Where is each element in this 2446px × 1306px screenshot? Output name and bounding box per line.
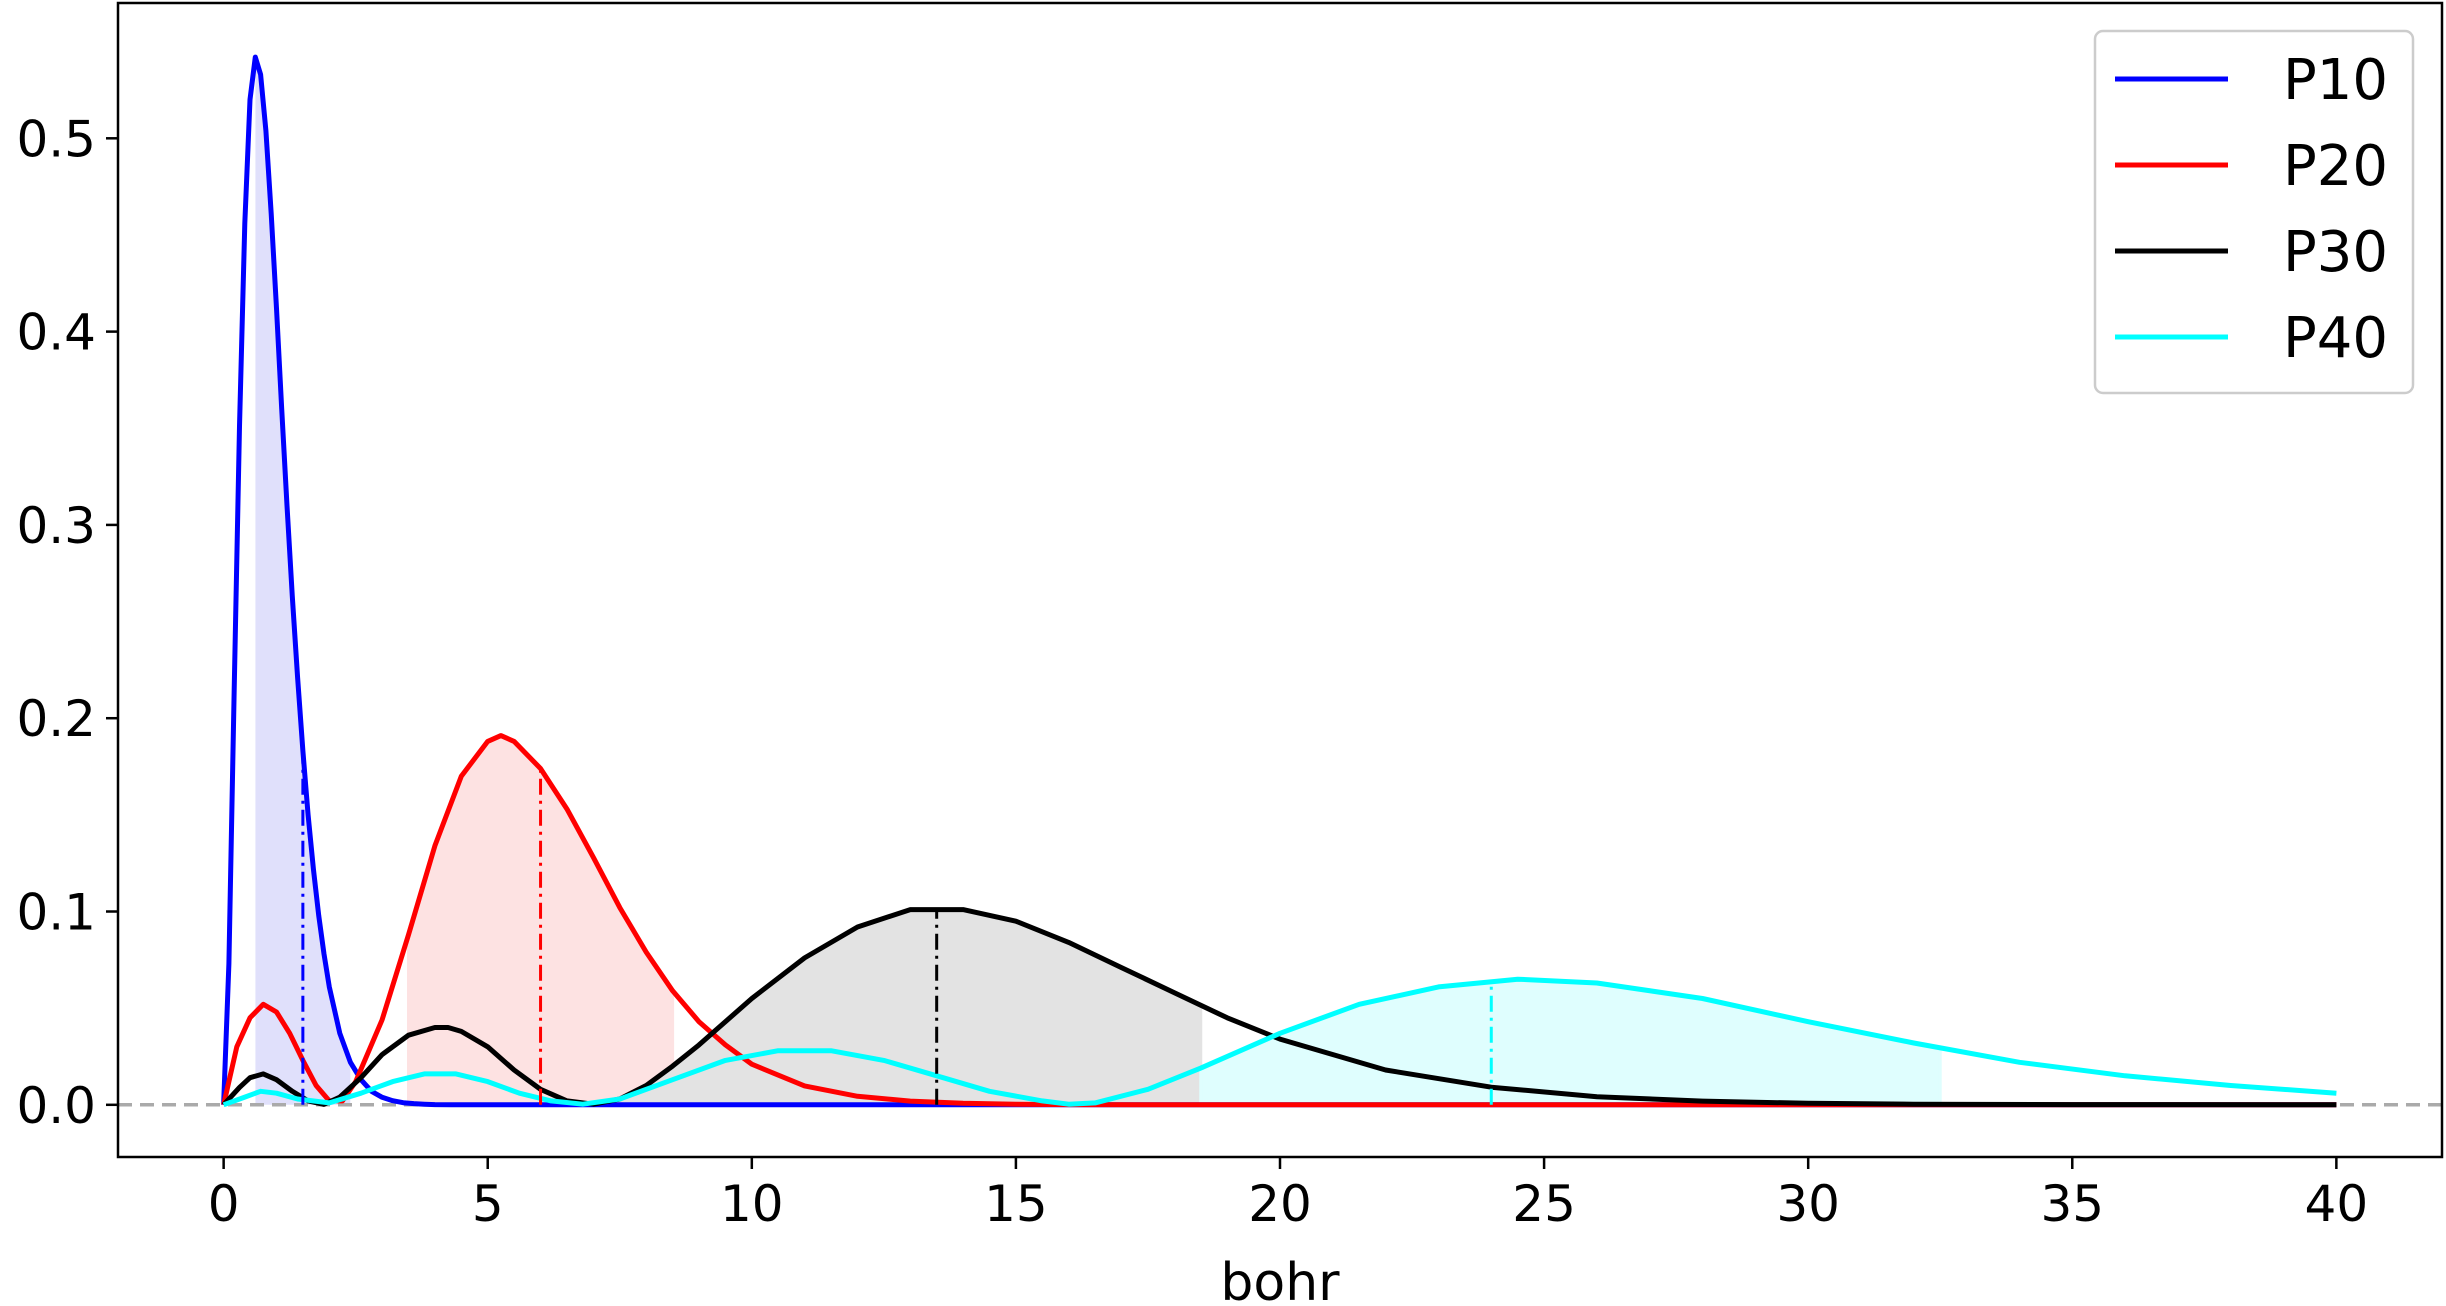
y-tick-label-0: 0.0 bbox=[16, 1077, 96, 1135]
x-tick-label-40: 40 bbox=[2305, 1175, 2369, 1233]
shaded-region-p20 bbox=[408, 735, 673, 1105]
legend: P10 P20 P30 P40 bbox=[2093, 29, 2415, 395]
y-tick-label-0.1: 0.1 bbox=[16, 884, 96, 942]
series-line-p10 bbox=[221, 54, 2337, 1108]
x-tick-label-10: 10 bbox=[720, 1175, 784, 1233]
mean-markers bbox=[301, 751, 1493, 1105]
legend-label-p30: P30 bbox=[2283, 220, 2388, 285]
legend-label-p20: P20 bbox=[2283, 134, 2388, 199]
x-tick-label-35: 35 bbox=[2040, 1175, 2104, 1233]
legend-box bbox=[2093, 29, 2415, 395]
y-tick-label-0.5: 0.5 bbox=[16, 110, 96, 168]
x-tick-label-25: 25 bbox=[1512, 1175, 1576, 1233]
y-axis-ticks: 0.0 0.1 0.2 0.3 0.4 0.5 bbox=[16, 110, 118, 1135]
shaded-region-p10 bbox=[256, 62, 349, 1105]
x-tick-label-0: 0 bbox=[208, 1175, 240, 1233]
x-tick-label-30: 30 bbox=[1776, 1175, 1840, 1233]
legend-label-p10: P10 bbox=[2283, 48, 2388, 113]
series-lines bbox=[221, 54, 2337, 1108]
y-tick-label-0.3: 0.3 bbox=[16, 497, 96, 555]
series-line-p40 bbox=[222, 976, 2337, 1108]
legend-label-p40: P40 bbox=[2283, 306, 2388, 371]
x-tick-label-15: 15 bbox=[984, 1175, 1048, 1233]
x-tick-label-20: 20 bbox=[1248, 1175, 1312, 1233]
x-axis-ticks: 0 5 10 15 20 25 30 35 40 bbox=[208, 1157, 2368, 1233]
y-tick-label-0.4: 0.4 bbox=[16, 304, 96, 362]
y-tick-label-0.2: 0.2 bbox=[16, 690, 96, 748]
x-tick-label-5: 5 bbox=[472, 1175, 504, 1233]
x-axis-title: bohr bbox=[1220, 1253, 1340, 1306]
